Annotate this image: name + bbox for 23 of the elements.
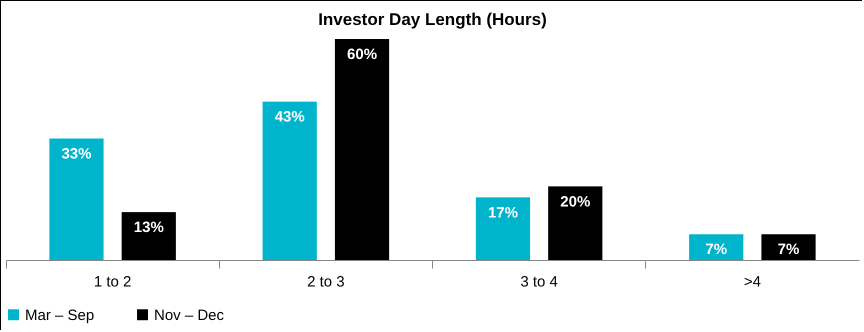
bar bbox=[262, 102, 317, 260]
bar bbox=[689, 234, 744, 260]
x-tick-label: 2 to 3 bbox=[307, 274, 345, 290]
bar bbox=[122, 212, 176, 260]
x-tick-label: >4 bbox=[744, 274, 761, 290]
data-label: 17% bbox=[488, 204, 518, 222]
data-label: 43% bbox=[274, 108, 305, 126]
data-label: 20% bbox=[560, 193, 590, 210]
x-tick-label: 1 to 2 bbox=[94, 274, 132, 290]
data-label: 13% bbox=[134, 219, 164, 236]
bar bbox=[476, 197, 530, 260]
bar bbox=[49, 138, 104, 260]
data-label: 7% bbox=[705, 241, 728, 258]
data-label: 60% bbox=[347, 46, 378, 63]
bar bbox=[761, 234, 816, 260]
bar bbox=[548, 186, 602, 260]
x-tick-label: 3 to 4 bbox=[520, 274, 558, 290]
data-label: 33% bbox=[61, 145, 92, 162]
data-label: 7% bbox=[778, 241, 800, 258]
legend-label: Nov – Dec bbox=[154, 306, 225, 324]
chart-title: Investor Day Length (Hours) bbox=[318, 10, 547, 29]
legend-label: Mar – Sep bbox=[25, 306, 94, 324]
bar bbox=[334, 39, 390, 260]
